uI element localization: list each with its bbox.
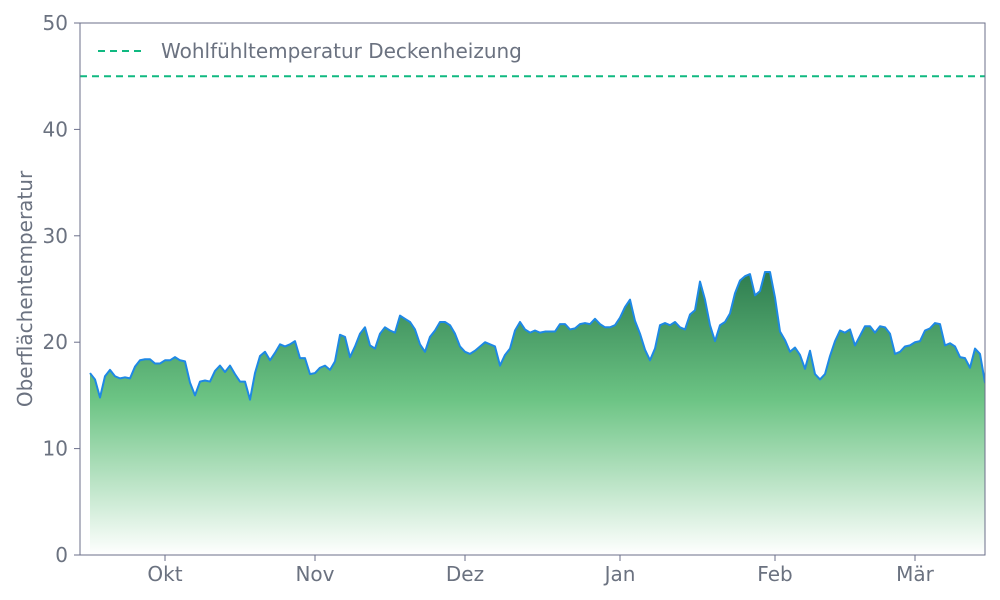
series-line	[89, 270, 985, 401]
y-tick-label: 20	[43, 330, 68, 354]
plot-frame	[79, 22, 986, 556]
legend: Wohlfühltemperatur Deckenheizung	[98, 39, 522, 63]
x-tick-label: Mär	[896, 562, 935, 586]
plot-area	[80, 75, 985, 555]
legend-label: Wohlfühltemperatur Deckenheizung	[161, 39, 522, 63]
x-tick-label: Nov	[295, 562, 334, 586]
x-tick-label: Okt	[147, 562, 182, 586]
y-tick-label: 40	[43, 117, 68, 141]
y-tick-label: 10	[43, 437, 68, 461]
y-tick-label: 30	[43, 224, 68, 248]
y-axis-title: Oberflächentemperatur	[13, 170, 37, 407]
x-tick-label: Feb	[757, 562, 792, 586]
y-tick-label: 50	[43, 11, 68, 35]
y-tick-label: 0	[55, 543, 68, 567]
y-axis: 0 10 20 30 40 50	[43, 11, 80, 567]
x-axis: Okt Nov Dez Jan Feb Mär	[147, 555, 935, 586]
area-fill	[90, 271, 985, 555]
x-tick-label: Jan	[603, 562, 636, 586]
x-tick-label: Dez	[446, 562, 484, 586]
